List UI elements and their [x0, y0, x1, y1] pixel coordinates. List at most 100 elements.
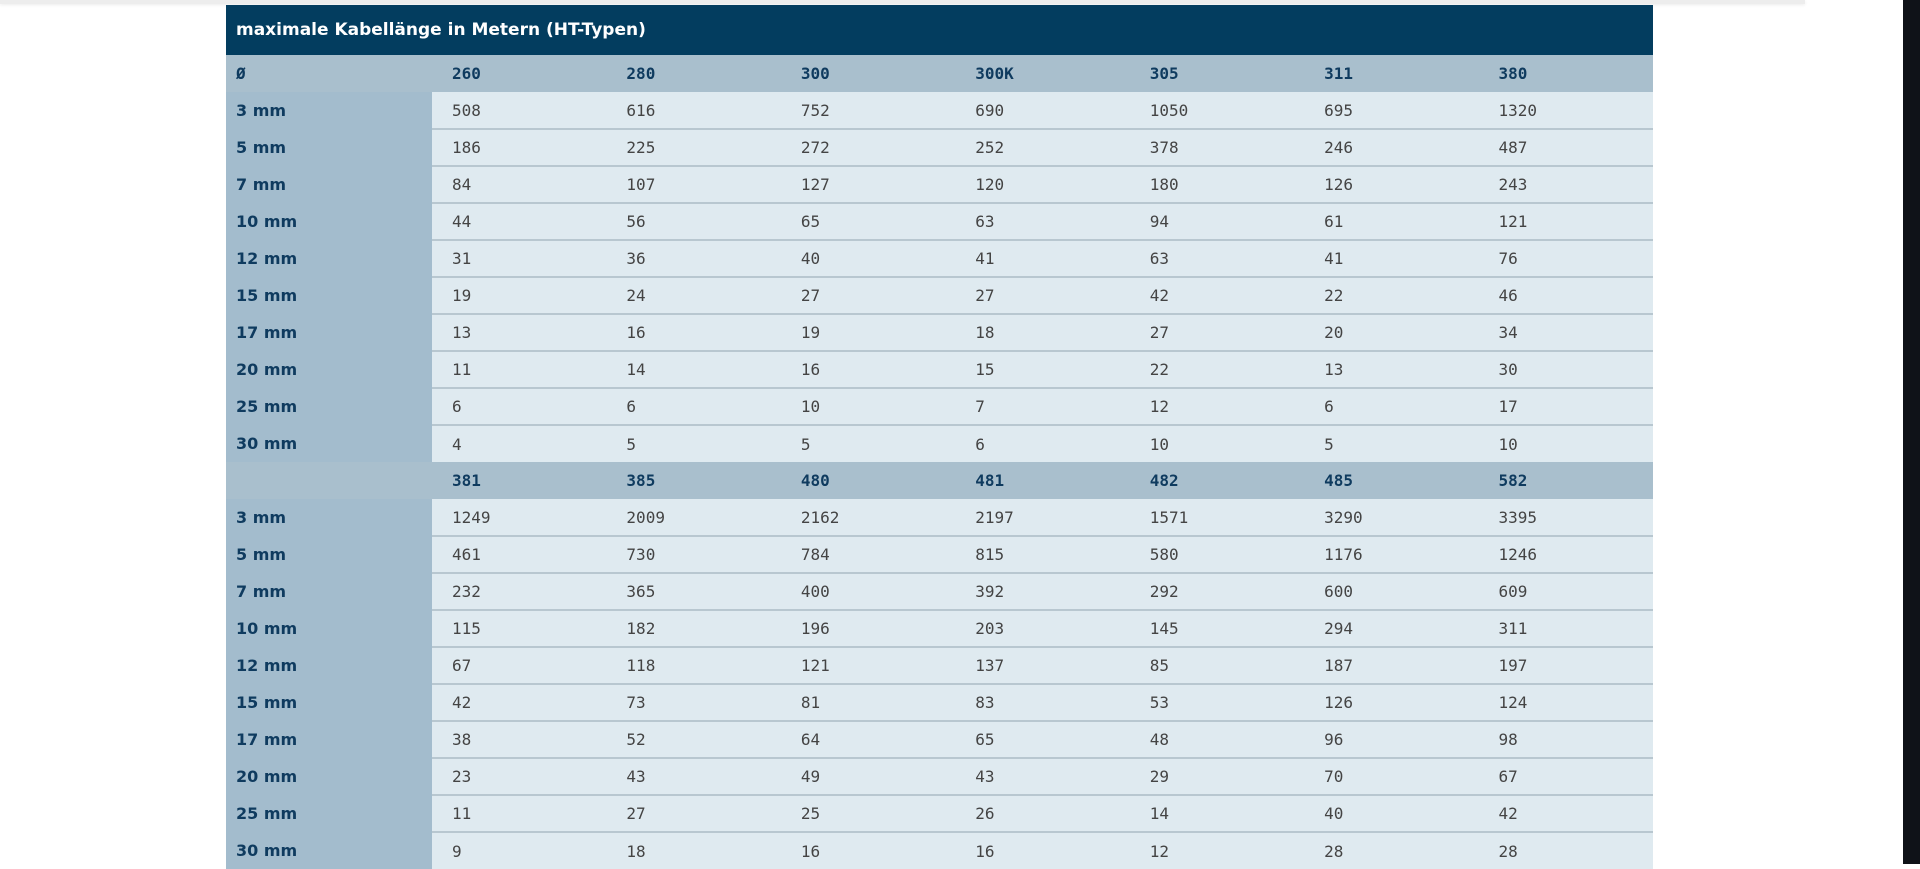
table-cell: 400	[780, 572, 956, 610]
table-cell: 1246	[1478, 535, 1653, 573]
table-cell: 609	[1478, 572, 1653, 610]
table-row: 20 mm 11 14 16 15 22 13 30	[226, 350, 1653, 388]
table-cell: 182	[606, 609, 781, 647]
table-cell: 65	[780, 202, 956, 240]
table-cell: 43	[955, 757, 1130, 795]
cable-length-table-container: maximale Kabellänge in Metern (HT-Typen)…	[226, 5, 1653, 869]
table-row: 15 mm 19 24 27 27 42 22 46	[226, 276, 1653, 314]
table-cell: 5	[780, 424, 956, 462]
table-cell: 25	[780, 794, 956, 832]
table-cell: 30	[1478, 350, 1653, 388]
right-edge-strip	[1903, 0, 1920, 864]
table-cell: 6	[606, 387, 781, 425]
table-cell: 17	[1478, 387, 1653, 425]
table-cell: 22	[1129, 350, 1305, 388]
table-cell: 12	[1129, 387, 1305, 425]
table-cell: 16	[780, 831, 956, 869]
row-label: 30 mm	[226, 832, 432, 869]
row-label: 20 mm	[226, 351, 432, 388]
table-cell: 52	[606, 720, 781, 758]
table-row: 12 mm 67 118 121 137 85 187 197	[226, 646, 1653, 684]
table-cell: 292	[1129, 572, 1305, 610]
table-cell: 243	[1478, 165, 1653, 203]
table-cell: 41	[955, 239, 1130, 277]
table-cell: 18	[606, 831, 781, 869]
table-cell: 13	[1304, 350, 1479, 388]
table-cell: 20	[1304, 313, 1479, 351]
table-cell: 42	[432, 683, 607, 721]
table-cell: 65	[955, 720, 1130, 758]
column-header: 481	[955, 462, 1130, 499]
table-cell: 84	[432, 165, 607, 203]
row-label: 20 mm	[226, 758, 432, 795]
table-cell: 145	[1129, 609, 1305, 647]
table-cell: 64	[780, 720, 956, 758]
table-cell: 246	[1304, 128, 1479, 166]
table-cell: 600	[1304, 572, 1479, 610]
table-row: 10 mm 44 56 65 63 94 61 121	[226, 202, 1653, 240]
column-header: 260	[432, 55, 607, 92]
table-cell: 43	[606, 757, 781, 795]
column-header: 300K	[955, 55, 1130, 92]
cable-length-table: Ø 260 280 300 300K 305 311 380 3 mm 508 616 752 690 1…	[226, 55, 1653, 869]
table-cell: 96	[1304, 720, 1479, 758]
table-cell: 6	[1304, 387, 1479, 425]
table-cell: 44	[432, 202, 607, 240]
table-cell: 196	[780, 609, 956, 647]
table-cell: 48	[1129, 720, 1305, 758]
table-cell: 197	[1478, 646, 1653, 684]
table-cell: 36	[606, 239, 781, 277]
table-cell: 27	[606, 794, 781, 832]
column-header: 280	[606, 55, 781, 92]
table-cell: 784	[780, 535, 956, 573]
table-cell: 53	[1129, 683, 1305, 721]
table-cell: 42	[1478, 794, 1653, 832]
header-row: Ø 260 280 300 300K 305 311 380	[226, 55, 1653, 92]
row-label: 25 mm	[226, 388, 432, 425]
table-cell: 203	[955, 609, 1130, 647]
column-header: 385	[606, 462, 781, 499]
table-cell: 118	[606, 646, 781, 684]
table-cell: 2197	[955, 499, 1130, 536]
table-cell: 46	[1478, 276, 1653, 314]
table-cell: 180	[1129, 165, 1305, 203]
table-row: 5 mm 461 730 784 815 580 1176 1246	[226, 535, 1653, 573]
row-label: 25 mm	[226, 795, 432, 832]
row-label: 3 mm	[226, 92, 432, 129]
table-cell: 187	[1304, 646, 1479, 684]
table-cell: 16	[780, 350, 956, 388]
table-cell: 1176	[1304, 535, 1479, 573]
table-cell: 1320	[1478, 92, 1653, 129]
table-cell: 56	[606, 202, 781, 240]
table-cell: 24	[606, 276, 781, 314]
table-cell: 18	[955, 313, 1130, 351]
table-cell: 121	[780, 646, 956, 684]
table-cell: 126	[1304, 683, 1479, 721]
row-label: 15 mm	[226, 277, 432, 314]
row-label: 30 mm	[226, 425, 432, 462]
table-row: 7 mm 232 365 400 392 292 600 609	[226, 572, 1653, 610]
table-cell: 34	[1478, 313, 1653, 351]
table-cell: 127	[780, 165, 956, 203]
table-row: 3 mm 1249 2009 2162 2197 1571 3290 3395	[226, 499, 1653, 536]
table-cell: 29	[1129, 757, 1305, 795]
row-label: 7 mm	[226, 573, 432, 610]
table-cell: 186	[432, 128, 607, 166]
table-title: maximale Kabellänge in Metern (HT-Typen)	[226, 5, 1653, 55]
table-cell: 40	[1304, 794, 1479, 832]
table-cell: 49	[780, 757, 956, 795]
table-cell: 10	[780, 387, 956, 425]
row-label: 5 mm	[226, 129, 432, 166]
table-cell: 73	[606, 683, 781, 721]
table-cell: 365	[606, 572, 781, 610]
table-cell: 85	[1129, 646, 1305, 684]
table-cell: 294	[1304, 609, 1479, 647]
table-row: 3 mm 508 616 752 690 1050 695 1320	[226, 92, 1653, 129]
table-cell: 76	[1478, 239, 1653, 277]
table-cell: 19	[780, 313, 956, 351]
table-row: 12 mm 31 36 40 41 63 41 76	[226, 239, 1653, 277]
table-cell: 616	[606, 92, 781, 129]
table-row: 25 mm 6 6 10 7 12 6 17	[226, 387, 1653, 425]
table-cell: 1050	[1129, 92, 1305, 129]
table-cell: 3290	[1304, 499, 1479, 536]
